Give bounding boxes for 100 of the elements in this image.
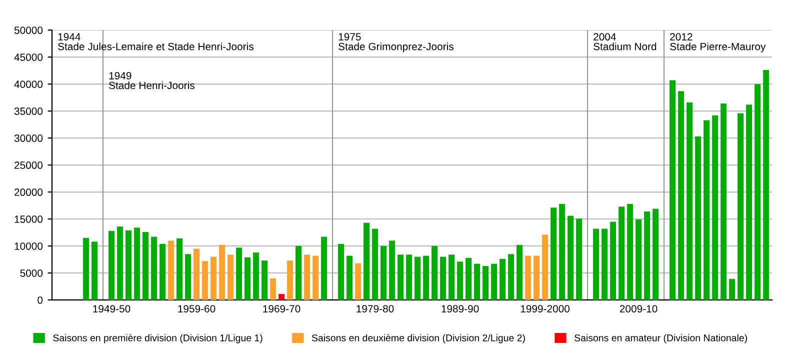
bar (185, 254, 191, 300)
bar (610, 222, 616, 300)
legend-label: Saisons en amateur (Division Nationale) (574, 334, 747, 344)
annotation: 2012 Stade Pierre-Mauroy (670, 33, 766, 52)
bar (525, 256, 532, 300)
bar (550, 208, 557, 300)
bar (244, 257, 250, 300)
bar (568, 216, 574, 300)
bar (652, 208, 659, 300)
x-tick-label: 1949-50 (93, 305, 130, 312)
x-tick-label: 1959-60 (178, 305, 216, 312)
bar (270, 278, 276, 300)
x-tick-label: 2009-10 (620, 305, 658, 312)
annotation: 1944 Stade Jules-Lemaire et Stade Henri-Jooris (58, 33, 254, 50)
bar (364, 222, 370, 300)
bar (312, 256, 318, 300)
annotation: 1975 Stade Grimonprez-Jooris (338, 33, 454, 52)
bar (296, 246, 302, 300)
bar (491, 264, 498, 300)
bar (228, 254, 234, 300)
bar (695, 136, 702, 300)
bar (389, 240, 395, 300)
bar (338, 244, 344, 300)
annotation: 1949 Stade Henri-Jooris (109, 72, 194, 90)
bar (253, 252, 259, 300)
bar (168, 240, 174, 300)
bar (194, 248, 200, 300)
y-tick-label: 0 (38, 296, 43, 304)
legend-label: Saisons en première division (Division 1/Ligue 1) (53, 334, 262, 344)
bar (559, 204, 566, 300)
bar (414, 256, 420, 300)
bar (602, 228, 608, 300)
bar (380, 246, 386, 300)
bar (372, 228, 378, 300)
bar (160, 244, 166, 300)
y-tick-label: 45000 (14, 54, 43, 61)
bar (142, 232, 148, 300)
bar (678, 91, 684, 300)
bar (406, 254, 412, 300)
bar (618, 206, 625, 300)
bar (720, 104, 727, 300)
bar (92, 242, 98, 300)
bar (627, 204, 634, 300)
bar (202, 261, 208, 300)
bar (704, 120, 710, 300)
x-tick-label: 1979-80 (356, 305, 394, 312)
bar (126, 230, 132, 300)
bar (763, 70, 770, 300)
bar (134, 228, 140, 300)
bar (236, 248, 242, 300)
bar (117, 226, 123, 300)
bar (108, 230, 114, 300)
bar (729, 278, 736, 300)
bar (746, 104, 752, 300)
bar (644, 211, 650, 300)
bar (466, 258, 472, 300)
bar (712, 115, 718, 300)
annotation: 2004 Stadium Nord (594, 33, 656, 50)
bar (151, 236, 157, 300)
bar (686, 102, 693, 300)
bar (219, 244, 225, 300)
bar (321, 236, 327, 300)
y-tick-label: 5000 (20, 269, 43, 277)
y-tick-label: 15000 (14, 215, 43, 223)
y-tick-label: 50000 (14, 26, 43, 34)
x-tick-label: 1999-2000 (520, 305, 570, 312)
bar (304, 254, 310, 300)
bar (670, 80, 676, 300)
y-tick-label: 40000 (14, 80, 43, 88)
y-tick-label: 35000 (14, 108, 43, 115)
y-tick-label: 30000 (14, 134, 43, 142)
y-tick-label: 20000 (14, 188, 43, 196)
bar (516, 244, 523, 300)
bar (448, 254, 455, 300)
bar (346, 256, 352, 300)
bar (542, 234, 548, 300)
bar (593, 228, 600, 300)
bar (176, 238, 182, 300)
bar (500, 258, 506, 300)
bar (508, 254, 514, 300)
bar (482, 266, 489, 300)
legend-label: Saisons en deuxième division (Division 2/Ligue 2) (312, 334, 525, 344)
bar (474, 264, 480, 300)
bar (576, 218, 582, 300)
x-tick-label: 1969-70 (263, 305, 300, 312)
bar (83, 238, 89, 300)
bar (738, 113, 744, 300)
y-tick-label: 25000 (14, 162, 43, 169)
y-tick-label: 10000 (14, 242, 43, 250)
bar (534, 256, 540, 300)
bar (398, 254, 404, 300)
bar (210, 256, 216, 300)
x-tick-label: 1989-90 (442, 305, 479, 312)
bar (278, 294, 284, 300)
bar (287, 260, 293, 300)
bar (262, 260, 268, 300)
bar (355, 263, 361, 300)
bar (754, 84, 761, 300)
bar (423, 256, 429, 300)
bar (457, 262, 464, 300)
